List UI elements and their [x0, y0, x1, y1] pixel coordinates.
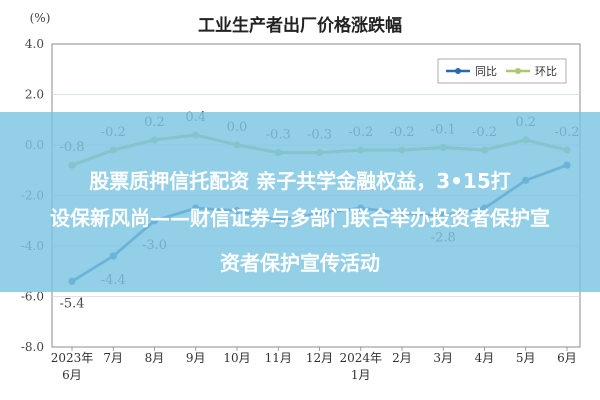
y-axis-unit: (%): [30, 11, 51, 25]
legend-label-tongbi: 同比: [475, 65, 497, 78]
x-tick-label: 5月: [516, 351, 536, 365]
x-tick-label: 7月: [103, 351, 123, 365]
legend-label-huanbi: 环比: [535, 65, 557, 78]
x-tick-label: 4月: [475, 351, 495, 365]
x-tick-label: 8月: [145, 351, 165, 365]
y-tick-label: -8.0: [21, 340, 44, 354]
legend: 同比 环比: [437, 58, 567, 84]
y-tick-label: 2.0: [25, 88, 44, 102]
x-tick-label: 2月: [392, 351, 412, 365]
x-tick-label: 10月: [223, 351, 250, 365]
x-tick-label: 3月: [433, 351, 453, 365]
x-tick-label: 11月: [265, 351, 292, 365]
legend-marker-tongbi: [455, 68, 461, 74]
x-tick-label: 9月: [186, 351, 206, 365]
y-tick-label: -6.0: [21, 290, 44, 304]
data-label-tongbi: -5.4: [59, 296, 84, 311]
promo-banner[interactable]: [0, 112, 600, 292]
legend-marker-huanbi: [515, 68, 521, 74]
x-tick-label: 2024年: [339, 351, 382, 365]
x-tick-label: 6月: [62, 368, 82, 382]
x-tick-label: 1月: [351, 368, 371, 382]
x-tick-label: 2023年: [51, 351, 94, 365]
x-tick-label: 12月: [306, 351, 333, 365]
chart-title: 工业生产者出厂价格涨跌幅: [198, 15, 402, 36]
banner-text-line-2[interactable]: 设保新风尚——财信证券与多部门联合举办投资者保护宣: [50, 206, 550, 230]
banner-text-line-1[interactable]: 股票质押信托配资 亲子共学金融权益，3•15打: [89, 169, 511, 193]
banner-text-line-3[interactable]: 资者保护宣传活动: [220, 251, 380, 275]
x-axis: 2023年 6月 7月 8月 9月 10月 11月 12月 2024年 1月 2月 3月 4月 5月 6月: [51, 347, 577, 382]
x-tick-label: 6月: [557, 351, 577, 365]
y-tick-label: 4.0: [25, 37, 44, 51]
